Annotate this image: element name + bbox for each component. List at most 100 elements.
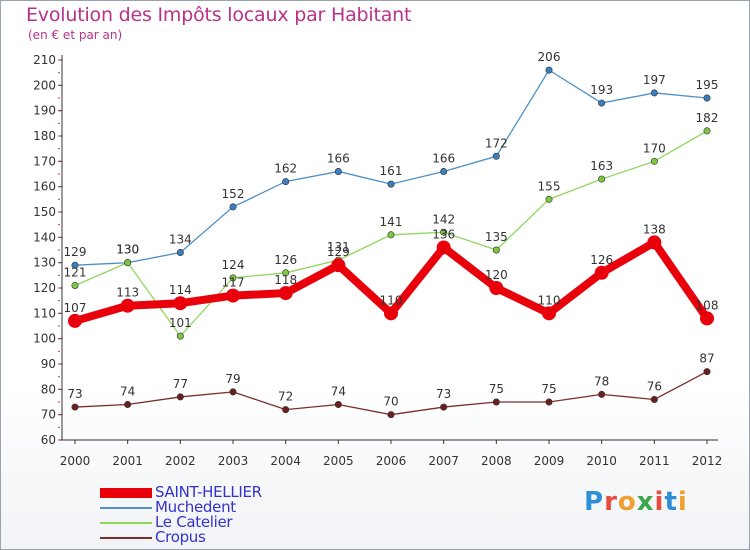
data-label-cropus: 78 <box>594 374 609 388</box>
x-tick-label: 2002 <box>165 454 196 468</box>
point-cropus <box>545 398 553 406</box>
point-le-catelier <box>598 175 606 183</box>
data-label-saint-hellier: 136 <box>432 227 455 241</box>
data-label-muchedent: 193 <box>590 83 613 97</box>
data-label-saint-hellier: 108 <box>696 298 719 312</box>
point-le-catelier <box>440 228 448 236</box>
data-labels: 129 130 134 152 162 166 161 166 172 206 193 197 195 1… <box>64 50 719 409</box>
data-label-muchedent: 206 <box>538 50 561 64</box>
legend-swatch <box>100 537 152 539</box>
data-label-saint-hellier: 114 <box>169 283 192 297</box>
point-muchedent <box>387 180 395 188</box>
x-tick-label: 2011 <box>639 454 670 468</box>
data-label-cropus: 76 <box>647 379 662 393</box>
x-tick-label: 2012 <box>692 454 723 468</box>
point-cropus <box>492 398 500 406</box>
data-label-le-catelier: 124 <box>222 258 245 272</box>
data-label-muchedent: 166 <box>327 151 350 165</box>
y-tick-label: 80 <box>41 382 56 396</box>
point-cropus <box>124 401 132 409</box>
data-label-le-catelier: 182 <box>696 111 719 125</box>
logo-letter: t <box>664 487 678 517</box>
data-label-cropus: 70 <box>383 395 398 409</box>
data-label-saint-hellier: 110 <box>538 293 561 307</box>
data-label-saint-hellier: 110 <box>380 293 403 307</box>
point-saint-hellier <box>68 313 82 328</box>
point-le-catelier <box>282 269 290 277</box>
point-muchedent <box>176 249 184 257</box>
logo-letter: i <box>677 487 688 517</box>
data-label-muchedent: 195 <box>696 78 719 92</box>
y-tick-label: 100 <box>33 332 56 346</box>
point-cropus <box>598 390 606 398</box>
point-le-catelier <box>650 157 658 165</box>
point-cropus <box>282 406 290 414</box>
x-tick-label: 2005 <box>323 454 354 468</box>
legend-swatch <box>100 488 152 498</box>
point-saint-hellier <box>331 258 346 273</box>
point-saint-hellier <box>120 298 135 313</box>
y-tick-label: 180 <box>33 129 56 143</box>
logo-letter: P <box>584 487 605 517</box>
data-label-saint-hellier: 120 <box>485 268 508 282</box>
point-saint-hellier <box>542 306 556 321</box>
series-lines <box>68 66 714 419</box>
data-label-saint-hellier: 107 <box>64 301 87 315</box>
point-le-catelier <box>703 127 711 135</box>
x-tick-label: 2004 <box>270 454 301 468</box>
data-label-cropus: 73 <box>436 387 451 401</box>
point-saint-hellier <box>173 296 188 311</box>
data-label-muchedent: 166 <box>432 151 455 165</box>
y-tick-label: 210 <box>33 53 56 67</box>
point-saint-hellier <box>700 311 714 326</box>
point-le-catelier <box>492 246 500 254</box>
point-muchedent <box>703 94 711 102</box>
point-muchedent <box>545 66 553 74</box>
legend-label: Cropus <box>155 528 206 546</box>
point-cropus <box>334 401 342 409</box>
data-label-saint-hellier: 113 <box>116 286 139 300</box>
point-muchedent <box>440 167 448 175</box>
point-cropus <box>650 395 658 403</box>
legend-label: Muchedent <box>155 498 236 516</box>
y-tick-label: 90 <box>41 357 56 371</box>
data-label-le-catelier: 121 <box>64 265 87 279</box>
data-label-cropus: 75 <box>489 382 504 396</box>
point-muchedent <box>71 261 79 269</box>
point-muchedent <box>492 152 500 160</box>
legend-swatch <box>100 507 152 509</box>
data-label-cropus: 73 <box>67 387 82 401</box>
data-label-muchedent: 172 <box>485 136 508 150</box>
point-muchedent <box>282 178 290 186</box>
data-label-le-catelier: 131 <box>327 240 350 254</box>
x-tick-label: 2006 <box>376 454 407 468</box>
y-tick-label: 140 <box>33 230 56 244</box>
y-tick-label: 190 <box>33 104 56 118</box>
y-tick-label: 130 <box>33 256 56 270</box>
logo-letter: i <box>654 487 665 517</box>
point-cropus <box>703 368 711 376</box>
point-saint-hellier <box>489 281 504 295</box>
y-tick-label: 70 <box>41 408 56 422</box>
y-tick-label: 170 <box>33 154 56 168</box>
point-cropus <box>387 411 395 419</box>
x-tick-label: 2009 <box>534 454 565 468</box>
y-tick-label: 150 <box>33 205 56 219</box>
data-label-muchedent: 152 <box>222 187 245 201</box>
data-label-le-catelier: 141 <box>380 215 403 229</box>
data-label-muchedent: 129 <box>64 245 87 259</box>
data-label-muchedent: 134 <box>169 233 192 247</box>
data-label-le-catelier: 126 <box>274 253 297 267</box>
x-tick-label: 2001 <box>112 454 143 468</box>
data-label-le-catelier: 155 <box>538 179 561 193</box>
legend-label: SAINT-HELLIER <box>155 483 262 501</box>
data-label-cropus: 75 <box>541 382 556 396</box>
point-saint-hellier <box>384 306 398 321</box>
point-saint-hellier <box>594 265 609 280</box>
y-tick-label: 120 <box>33 281 56 295</box>
data-label-cropus: 74 <box>331 385 346 399</box>
legend-swatch <box>100 522 152 524</box>
point-le-catelier <box>387 231 395 239</box>
x-tick-label: 2008 <box>481 454 512 468</box>
